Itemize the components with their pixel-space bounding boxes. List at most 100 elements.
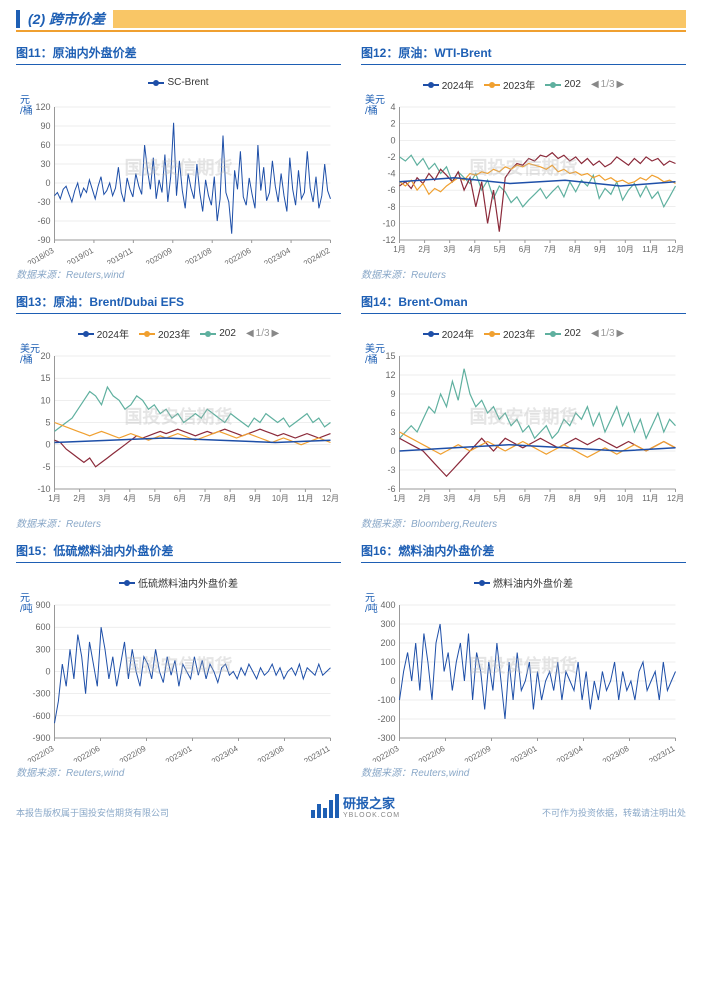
svg-text:-60: -60 [37,216,50,226]
chart-legend: 燃料油内外盘价差 [361,575,686,590]
chart-source: 数据来源：Reuters [361,264,686,289]
pager-text: 1/3 [601,328,615,339]
svg-text:2020/09: 2020/09 [144,246,174,264]
svg-text:2月: 2月 [73,494,85,503]
chart-title-row: 图16：燃料油内外盘价差 [361,542,686,563]
svg-text:5月: 5月 [494,245,506,254]
legend-pager[interactable]: ◀1/3▶ [246,328,279,339]
chart-legend: 低硫燃料油内外盘价差 [16,575,341,590]
legend-marker-icon [474,579,490,587]
legend-label: 2023年 [158,326,190,341]
chart-block-c15: 图15：低硫燃料油内外盘价差元/吨低硫燃料油内外盘价差-900-600-3000… [16,542,341,787]
chevron-right-icon[interactable]: ▶ [617,79,625,90]
chart-title: 图15：低硫燃料油内外盘价差 [16,544,173,558]
legend-pager[interactable]: ◀1/3▶ [591,79,624,90]
svg-text:0: 0 [390,135,395,145]
legend-label: 2023年 [503,77,535,92]
legend-label: 2024年 [442,326,474,341]
chart-title-row: 图14：Brent-Oman [361,293,686,314]
pager-text: 1/3 [256,328,270,339]
chart-svg: -90-60-3003060901202018/032019/012019/11… [16,69,341,264]
chart-svg: -6-3036912151月2月3月4月5月6月7月8月9月10月11月12月 [361,318,686,513]
chart-area: 元/吨燃料油内外盘价差-300-200-10001002003004002022… [361,567,686,762]
chart-title-row: 图11：原油内外盘价差 [16,44,341,65]
svg-text:2019/01: 2019/01 [65,246,95,264]
svg-text:-900: -900 [32,733,50,743]
svg-text:-4: -4 [387,169,395,179]
svg-text:9月: 9月 [249,494,261,503]
svg-text:-8: -8 [387,202,395,212]
svg-text:2021/08: 2021/08 [184,246,214,264]
svg-text:2023/11: 2023/11 [647,744,677,762]
chevron-left-icon[interactable]: ◀ [246,328,254,339]
svg-text:2022/06: 2022/06 [72,744,102,762]
chart-area: 元/吨低硫燃料油内外盘价差-900-600-30003006009002022/… [16,567,341,762]
chart-block-c14: 图14：Brent-Oman美元/桶2024年2023年202◀1/3▶-6-3… [361,293,686,538]
chart-source: 数据来源：Reuters,wind [16,264,341,289]
svg-text:2023/01: 2023/01 [164,744,194,762]
footer-copyright: 本报告版权属于国投安信期货有限公司 [16,806,169,819]
svg-text:6月: 6月 [174,494,186,503]
legend-pager[interactable]: ◀1/3▶ [591,328,624,339]
svg-text:11月: 11月 [642,494,658,503]
chart-title: 图11：原油内外盘价差 [16,46,137,60]
svg-text:-90: -90 [37,235,50,245]
chart-title-row: 图13：原油：Brent/Dubai EFS [16,293,341,314]
svg-text:9月: 9月 [594,245,606,254]
chart-legend: 2024年2023年202◀1/3▶ [16,326,341,341]
svg-text:6月: 6月 [519,494,531,503]
legend-label: 202 [564,79,581,90]
svg-text:-6: -6 [387,185,395,195]
svg-text:11月: 11月 [642,245,658,254]
svg-text:2023/08: 2023/08 [601,744,631,762]
svg-text:10: 10 [40,395,50,405]
svg-text:4: 4 [390,102,395,112]
svg-text:-10: -10 [37,484,50,494]
svg-text:8月: 8月 [224,494,236,503]
svg-text:12月: 12月 [667,245,684,254]
svg-text:900: 900 [35,600,50,610]
section-accent-bar [16,10,20,28]
legend-item: 2023年 [139,326,190,341]
chevron-left-icon[interactable]: ◀ [591,328,599,339]
chart-block-c11: 图11：原油内外盘价差元/桶SC-Brent-90-60-30030609012… [16,44,341,289]
legend-marker-icon [545,81,561,89]
chevron-right-icon[interactable]: ▶ [617,328,625,339]
svg-text:2023/01: 2023/01 [509,744,539,762]
footer-logo-text: 研报之家 [343,793,400,812]
svg-text:2023/04: 2023/04 [555,744,585,762]
legend-marker-icon [119,579,135,587]
svg-text:4月: 4月 [124,494,136,503]
svg-text:-10: -10 [382,218,395,228]
svg-text:30: 30 [40,159,50,169]
svg-text:2022/03: 2022/03 [26,744,56,762]
legend-marker-icon [139,330,155,338]
svg-text:2: 2 [390,119,395,129]
svg-text:2018/03: 2018/03 [26,246,56,264]
pager-text: 1/3 [601,79,615,90]
svg-text:2023/04: 2023/04 [263,246,293,264]
svg-text:2022/06: 2022/06 [223,246,253,264]
legend-item: 2024年 [423,77,474,92]
legend-item: 燃料油内外盘价差 [474,575,573,590]
svg-text:8月: 8月 [569,494,581,503]
chevron-right-icon[interactable]: ▶ [272,328,280,339]
svg-text:-5: -5 [42,462,50,472]
chart-svg: -300-200-10001002003004002022/032022/062… [361,567,686,762]
svg-text:2019/11: 2019/11 [105,246,135,264]
svg-text:2月: 2月 [418,245,430,254]
svg-text:0: 0 [45,667,50,677]
chart-source: 数据来源：Reuters,wind [16,762,341,787]
legend-marker-icon [200,330,216,338]
y-axis-label: 元/桶 [20,95,33,117]
svg-text:-300: -300 [32,689,50,699]
chart-area: 美元/桶2024年2023年202◀1/3▶-12-10-8-6-4-20241… [361,69,686,264]
svg-text:1月: 1月 [393,245,405,254]
legend-item: SC-Brent [148,77,208,88]
legend-label: 燃料油内外盘价差 [493,575,573,590]
footer-logo-url: YBLOOK.COM [343,812,400,819]
legend-item: 低硫燃料油内外盘价差 [119,575,238,590]
svg-text:2024/02: 2024/02 [302,246,332,264]
chart-source: 数据来源：Reuters [16,513,341,538]
chevron-left-icon[interactable]: ◀ [591,79,599,90]
